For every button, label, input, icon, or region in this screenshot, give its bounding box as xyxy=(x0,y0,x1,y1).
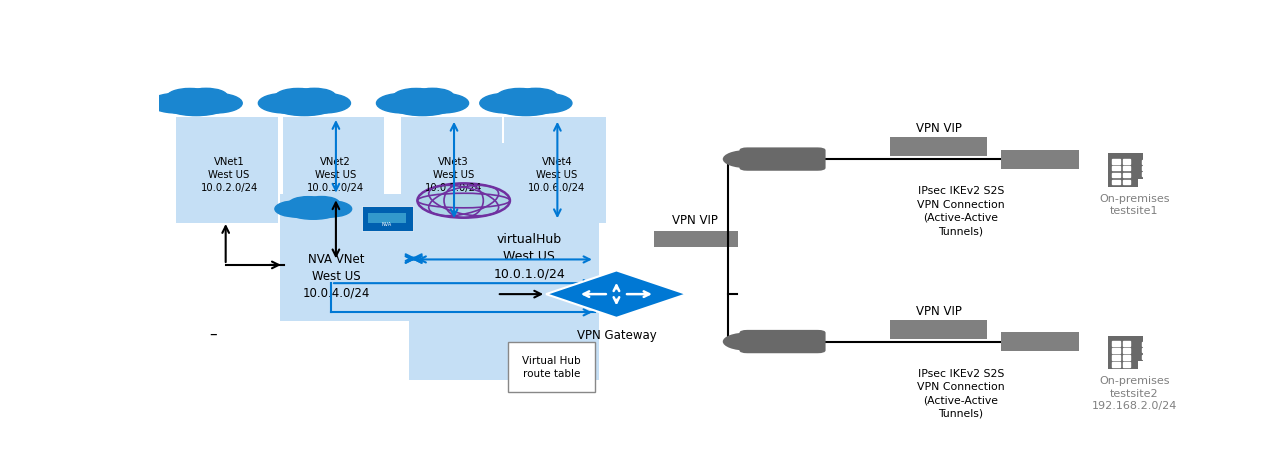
FancyBboxPatch shape xyxy=(177,118,278,223)
Text: –: – xyxy=(210,327,217,342)
Bar xyxy=(1123,355,1130,360)
FancyBboxPatch shape xyxy=(362,206,413,231)
Circle shape xyxy=(480,93,533,113)
FancyBboxPatch shape xyxy=(1001,150,1080,169)
Bar xyxy=(1142,160,1147,164)
FancyBboxPatch shape xyxy=(1107,336,1138,369)
Text: Virtual Hub
route table: Virtual Hub route table xyxy=(522,356,580,379)
FancyBboxPatch shape xyxy=(409,143,598,380)
Text: IPsec IKEv2 S2S
VPN Connection
(Active-Active
Tunnels): IPsec IKEv2 S2S VPN Connection (Active-A… xyxy=(917,369,1005,419)
Circle shape xyxy=(293,88,335,104)
Circle shape xyxy=(411,88,453,104)
Bar xyxy=(1151,342,1157,346)
Bar xyxy=(1142,342,1147,346)
FancyBboxPatch shape xyxy=(1001,332,1080,351)
Text: VPN Gateway: VPN Gateway xyxy=(577,329,657,342)
Bar xyxy=(1123,348,1130,353)
Circle shape xyxy=(258,93,311,113)
Bar xyxy=(1123,173,1130,177)
Bar xyxy=(1123,159,1130,164)
Circle shape xyxy=(304,197,339,210)
FancyBboxPatch shape xyxy=(401,118,502,223)
Bar xyxy=(1123,180,1130,184)
FancyBboxPatch shape xyxy=(283,118,384,223)
Text: VPN VIP: VPN VIP xyxy=(672,214,718,227)
Circle shape xyxy=(497,89,542,106)
Bar xyxy=(1151,355,1157,358)
Bar xyxy=(1113,348,1120,353)
Bar xyxy=(1151,166,1157,170)
Text: VNet4
West US
10.0.6.0/24: VNet4 West US 10.0.6.0/24 xyxy=(528,157,585,193)
Circle shape xyxy=(394,89,439,106)
Circle shape xyxy=(418,183,511,218)
Text: NVA: NVA xyxy=(382,222,392,228)
Circle shape xyxy=(518,93,572,113)
FancyBboxPatch shape xyxy=(890,137,988,156)
Circle shape xyxy=(288,197,328,211)
Text: VNet1
West US
10.0.2.0/24: VNet1 West US 10.0.2.0/24 xyxy=(201,157,258,193)
FancyBboxPatch shape xyxy=(504,118,606,223)
Circle shape xyxy=(514,88,558,104)
FancyBboxPatch shape xyxy=(279,194,419,321)
Bar xyxy=(1151,348,1157,352)
Bar xyxy=(1142,348,1147,352)
Circle shape xyxy=(723,150,772,168)
Circle shape xyxy=(723,332,772,351)
FancyBboxPatch shape xyxy=(1138,336,1163,361)
Bar xyxy=(1123,341,1130,346)
Circle shape xyxy=(387,90,458,116)
Bar xyxy=(1142,172,1147,176)
Circle shape xyxy=(307,201,352,217)
Text: On-premises
testsite1: On-premises testsite1 xyxy=(1099,194,1170,216)
Circle shape xyxy=(269,90,340,116)
Bar xyxy=(1113,173,1120,177)
FancyBboxPatch shape xyxy=(368,213,406,223)
Text: On-premises
testsite2
192.168.2.0/24: On-premises testsite2 192.168.2.0/24 xyxy=(1091,376,1177,411)
Bar xyxy=(1113,159,1120,164)
Polygon shape xyxy=(546,270,687,318)
Circle shape xyxy=(274,201,319,217)
Circle shape xyxy=(150,93,203,113)
Circle shape xyxy=(297,93,351,113)
Bar xyxy=(1113,362,1120,367)
Text: VNet3
West US
10.0.5.0/24: VNet3 West US 10.0.5.0/24 xyxy=(424,157,483,193)
Bar xyxy=(1113,341,1120,346)
Circle shape xyxy=(189,93,243,113)
FancyBboxPatch shape xyxy=(890,319,988,338)
Bar xyxy=(1151,172,1157,176)
FancyBboxPatch shape xyxy=(739,147,826,171)
Bar xyxy=(1123,166,1130,171)
Bar xyxy=(1123,362,1130,367)
Bar xyxy=(1113,180,1120,184)
Bar xyxy=(1113,355,1120,360)
Circle shape xyxy=(376,93,429,113)
FancyBboxPatch shape xyxy=(508,342,594,392)
Bar xyxy=(1142,166,1147,170)
Bar xyxy=(1113,166,1120,171)
Circle shape xyxy=(415,93,469,113)
Circle shape xyxy=(490,90,561,116)
Circle shape xyxy=(161,90,231,116)
Circle shape xyxy=(276,89,321,106)
Circle shape xyxy=(185,88,227,104)
Text: VPN VIP: VPN VIP xyxy=(916,305,961,318)
FancyBboxPatch shape xyxy=(654,231,738,247)
Text: IPsec IKEv2 S2S
VPN Connection
(Active-Active
Tunnels): IPsec IKEv2 S2S VPN Connection (Active-A… xyxy=(917,186,1005,236)
Text: NVA VNet
West US
10.0.4.0/24: NVA VNet West US 10.0.4.0/24 xyxy=(302,253,370,300)
Bar xyxy=(1151,160,1157,164)
FancyBboxPatch shape xyxy=(1138,153,1163,179)
Text: VPN VIP: VPN VIP xyxy=(916,122,961,136)
Text: VNet2
West US
10.0.3.0/24: VNet2 West US 10.0.3.0/24 xyxy=(307,157,364,193)
Circle shape xyxy=(283,197,343,219)
Circle shape xyxy=(166,89,213,106)
Bar xyxy=(1142,355,1147,358)
Text: virtualHub
West US
10.0.1.0/24: virtualHub West US 10.0.1.0/24 xyxy=(493,233,565,280)
FancyBboxPatch shape xyxy=(739,330,826,353)
FancyBboxPatch shape xyxy=(1107,153,1138,187)
